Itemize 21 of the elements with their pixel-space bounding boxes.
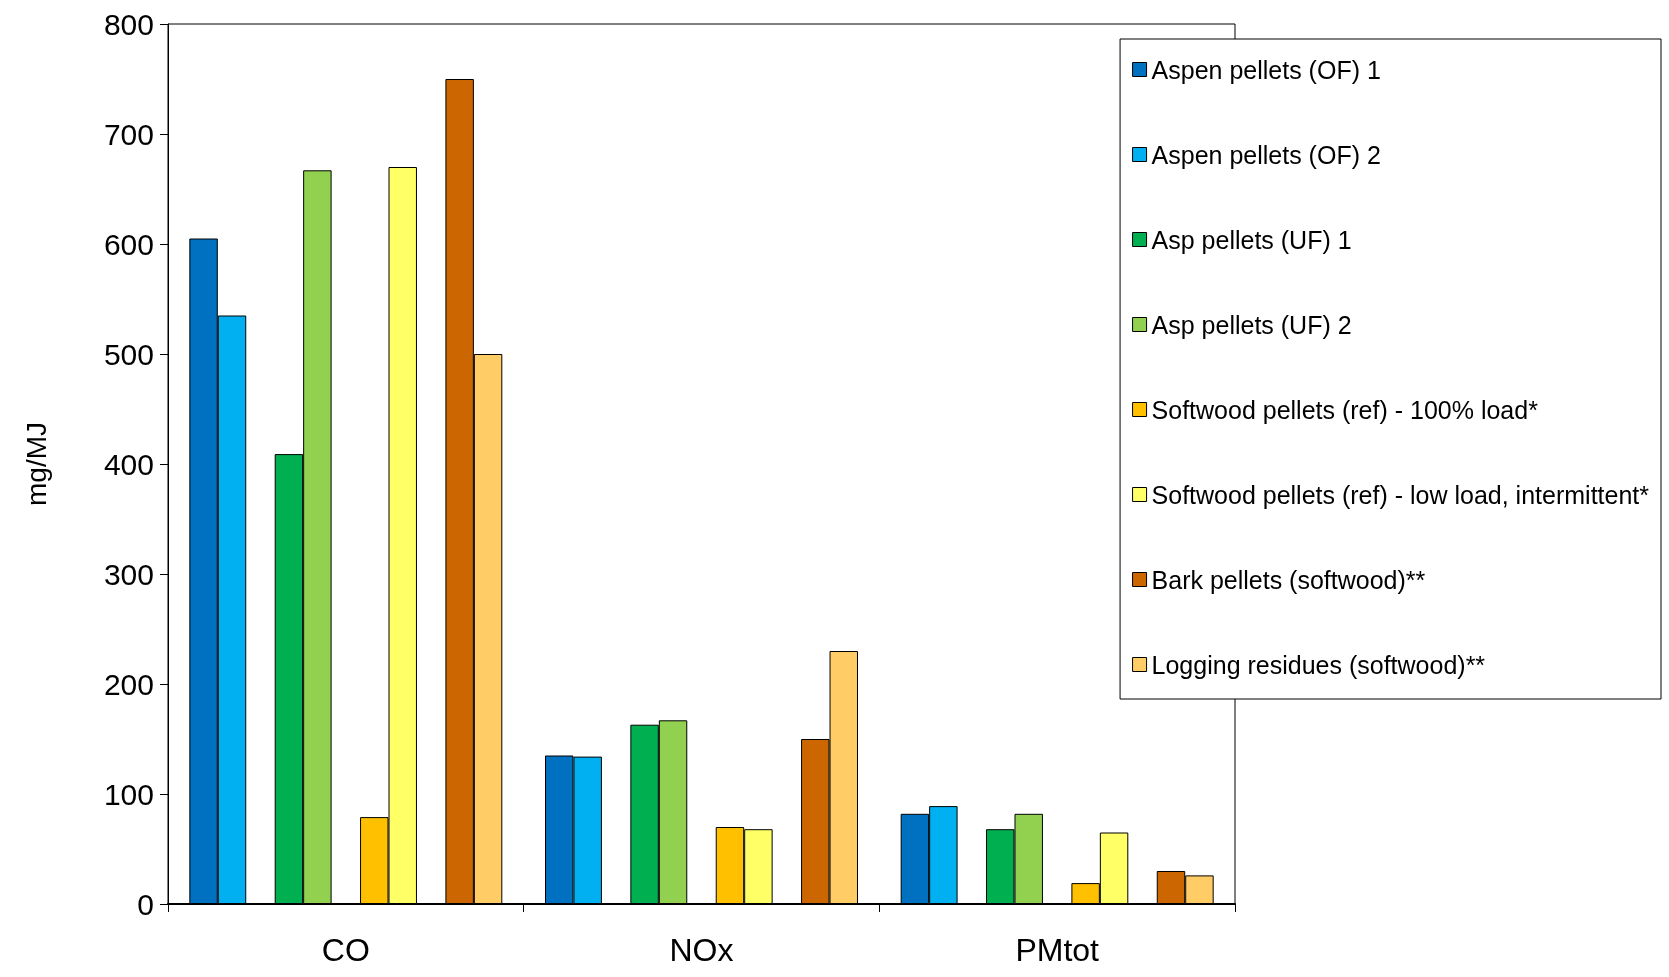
legend-label: Logging residues (softwood)**	[1151, 650, 1486, 679]
y-tick-label: 700	[103, 117, 154, 151]
y-tick-label: 500	[103, 337, 154, 371]
x-tick-label: PMtot	[1015, 932, 1100, 968]
legend-label: Aspen pellets (OF) 1	[1151, 55, 1381, 84]
y-tick-label: 0	[137, 887, 154, 921]
y-tick-label: 100	[103, 777, 154, 811]
x-tick-label: NOx	[669, 932, 734, 968]
y-tick-label: 800	[103, 7, 154, 41]
y-axis-title: mg/MJ	[20, 422, 52, 506]
y-tick-label: 200	[103, 667, 154, 701]
legend-label: Aspen pellets (OF) 2	[1151, 140, 1381, 169]
legend-label: Bark pellets (softwood)**	[1151, 565, 1426, 594]
y-tick-label: 600	[103, 227, 154, 261]
legend-label: Softwood pellets (ref) - low load, intermittent*	[1151, 480, 1650, 509]
legend-label: Softwood pellets (ref) - 100% load*	[1151, 395, 1539, 424]
y-tick-label: 300	[103, 557, 154, 591]
legend-label: Asp pellets (UF) 1	[1151, 225, 1352, 254]
y-tick-label: 400	[103, 447, 154, 481]
legend-label: Asp pellets (UF) 2	[1151, 310, 1352, 339]
x-tick-label: CO	[321, 932, 370, 968]
